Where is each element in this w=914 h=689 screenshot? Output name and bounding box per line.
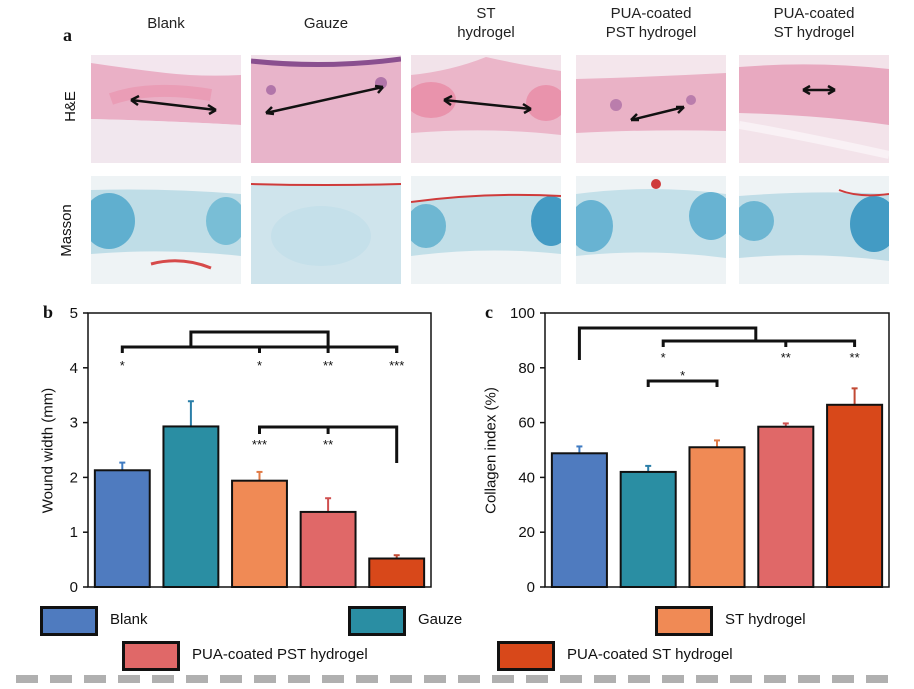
legend-label-pua-pst: PUA-coated PST hydrogel bbox=[192, 646, 368, 663]
divider-dash bbox=[288, 675, 310, 683]
y-tick-label: 3 bbox=[70, 415, 78, 432]
divider-dash bbox=[458, 675, 480, 683]
he-image-pua-st bbox=[739, 55, 889, 163]
y-tick-label: 0 bbox=[70, 579, 78, 596]
legend-label-st-hydrogel: ST hydrogel bbox=[725, 611, 806, 628]
divider-dash bbox=[492, 675, 514, 683]
divider-dash bbox=[730, 675, 752, 683]
panel-b-letter: b bbox=[43, 302, 54, 322]
divider-dash bbox=[254, 675, 276, 683]
divider-dash bbox=[560, 675, 582, 683]
significance-mark: *** bbox=[252, 437, 267, 452]
divider-dash bbox=[390, 675, 412, 683]
significance-mark: * bbox=[120, 358, 125, 373]
column-header-pua-pst: PUA-coated PST hydrogel bbox=[605, 5, 697, 41]
significance-bracket bbox=[258, 425, 399, 463]
bar bbox=[299, 510, 357, 589]
legend-label-blank: Blank bbox=[110, 611, 148, 628]
divider-dash bbox=[526, 675, 548, 683]
panel-a-letter: a bbox=[63, 25, 72, 45]
column-header-st-hydrogel: ST hydrogel bbox=[457, 5, 515, 41]
bar bbox=[368, 557, 426, 589]
he-image-gauze bbox=[251, 55, 401, 163]
legend-swatch-st-hydrogel bbox=[655, 606, 713, 636]
divider-dash bbox=[764, 675, 786, 683]
he-image-blank bbox=[91, 55, 241, 163]
bar bbox=[93, 469, 151, 588]
y-tick-label: 4 bbox=[70, 360, 78, 377]
masson-image-blank bbox=[91, 176, 241, 284]
divider-dash bbox=[152, 675, 174, 683]
he-image-pua-pst bbox=[576, 55, 726, 163]
legend-label-gauze: Gauze bbox=[418, 611, 463, 628]
legend-item-pua-pst: PUA-coated PST hydrogel bbox=[122, 641, 422, 671]
masson-image-gauze bbox=[251, 176, 401, 284]
chart-c-ylabel: Collagen index (%) bbox=[482, 387, 500, 514]
divider-dash bbox=[356, 675, 378, 683]
masson-image-pua-st bbox=[739, 176, 889, 284]
divider-dash bbox=[696, 675, 718, 683]
divider-dash bbox=[118, 675, 140, 683]
divider-dash bbox=[50, 675, 72, 683]
column-header-blank: Blank bbox=[147, 15, 185, 32]
divider-dash bbox=[662, 675, 684, 683]
y-tick-label: 1 bbox=[70, 524, 78, 541]
divider-dash bbox=[866, 675, 888, 683]
divider-dash bbox=[628, 675, 650, 683]
legend-swatch-pua-st bbox=[497, 641, 555, 671]
legend-swatch-pua-pst bbox=[122, 641, 180, 671]
divider-dash bbox=[220, 675, 242, 683]
divider-dash bbox=[594, 675, 616, 683]
y-tick-label: 5 bbox=[70, 305, 78, 322]
column-header-pua-st: PUA-coated ST hydrogel bbox=[773, 5, 855, 41]
y-tick-label: 2 bbox=[70, 469, 78, 486]
legend-label-pua-st: PUA-coated ST hydrogel bbox=[567, 646, 733, 663]
significance-mark: ** bbox=[323, 358, 333, 373]
legend-swatch-gauze bbox=[348, 606, 406, 636]
divider-dash bbox=[84, 675, 106, 683]
legend-item-gauze: Gauze bbox=[348, 606, 548, 636]
divider-dash bbox=[16, 675, 38, 683]
legend-item-pua-st: PUA-coated ST hydrogel bbox=[497, 641, 797, 671]
he-image-st-hydrogel bbox=[411, 55, 561, 163]
column-header-gauze: Gauze bbox=[303, 15, 349, 32]
significance-mark: * bbox=[257, 358, 262, 373]
bar bbox=[162, 425, 220, 588]
legend-item-blank: Blank bbox=[40, 606, 240, 636]
panel-c-letter: c bbox=[485, 302, 493, 322]
significance-mark: ** bbox=[323, 437, 333, 452]
legend-swatch-blank bbox=[40, 606, 98, 636]
significance-bracket bbox=[258, 345, 399, 353]
divider-dash bbox=[832, 675, 854, 683]
divider-dash bbox=[186, 675, 208, 683]
significance-mark: *** bbox=[389, 358, 404, 373]
divider-dash bbox=[322, 675, 344, 683]
divider-dash bbox=[424, 675, 446, 683]
legend-item-st-hydrogel: ST hydrogel bbox=[655, 606, 875, 636]
masson-image-st-hydrogel bbox=[411, 176, 561, 284]
masson-image-pua-pst bbox=[576, 176, 726, 284]
bar bbox=[231, 479, 288, 588]
divider-dash bbox=[798, 675, 820, 683]
